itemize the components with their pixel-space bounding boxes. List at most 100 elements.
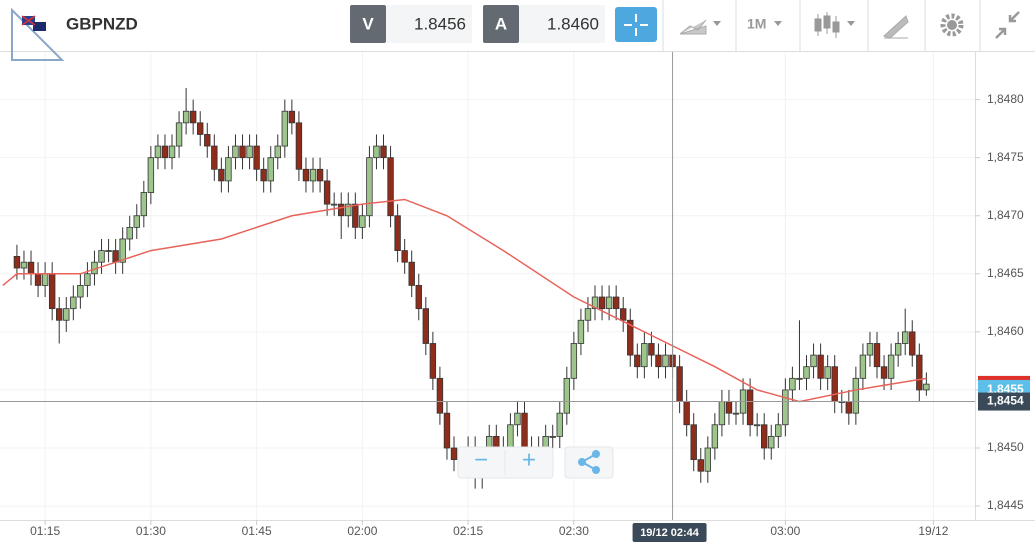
candle-body — [253, 145, 260, 170]
candle-body — [34, 273, 42, 286]
bid-tag — [350, 5, 386, 43]
candle-body — [789, 377, 796, 391]
minimize-button[interactable] — [995, 11, 1020, 39]
candle-body — [394, 215, 401, 251]
candle-body — [401, 250, 408, 263]
candle-body — [20, 261, 28, 269]
candle-body — [732, 412, 740, 415]
candle-body — [443, 412, 451, 449]
candle-body — [267, 157, 274, 182]
candle-body — [225, 157, 232, 182]
candle-body — [175, 122, 183, 147]
ask-tag — [483, 5, 519, 43]
symbol: GBPNZD — [66, 14, 138, 33]
ask-box[interactable] — [519, 5, 605, 43]
crosshair-button[interactable] — [615, 7, 657, 42]
candle-body — [909, 331, 916, 356]
x-tick-label: 01:45 — [242, 524, 272, 538]
candle-body — [204, 134, 211, 147]
candle-body — [612, 296, 620, 310]
candle-body — [859, 354, 867, 379]
candle-body — [126, 226, 133, 240]
candle-body — [274, 145, 281, 159]
zoom-out[interactable]: − — [474, 446, 488, 473]
candle-body — [591, 296, 599, 310]
candle-body — [507, 424, 514, 449]
candle-body — [211, 145, 218, 170]
candle-body — [683, 401, 690, 426]
candle-body — [923, 383, 930, 391]
plot-area: 1,84451,84501,84551,84601,84651,84701,84… — [0, 52, 1035, 542]
candle-body — [373, 145, 380, 159]
x-tick-label: 02:00 — [347, 524, 377, 538]
ask-price: 1.8460 — [547, 14, 599, 33]
candle-body — [133, 215, 140, 228]
candle-body — [27, 261, 35, 275]
candle-body — [98, 250, 105, 263]
crosshair-x-label: 19/12 02:44 — [640, 527, 700, 539]
candle-body — [380, 145, 387, 159]
candle-body — [894, 343, 902, 356]
candle-body — [48, 273, 56, 310]
draw-button[interactable] — [883, 15, 909, 39]
candle-body — [845, 401, 853, 414]
candle-body — [147, 157, 155, 193]
candle-body — [352, 203, 359, 228]
candle-body — [422, 308, 430, 344]
bid-box[interactable] — [386, 5, 472, 43]
candle-body — [415, 285, 422, 310]
share-button[interactable] — [564, 446, 614, 479]
candle-body — [218, 168, 225, 182]
candle-body — [140, 192, 148, 217]
candle-body — [112, 250, 119, 263]
y-tick-label: 1,8460 — [987, 324, 1024, 338]
flag-nz — [33, 22, 46, 31]
candle-body — [77, 285, 84, 298]
candle-body — [598, 296, 606, 310]
candle-type-button[interactable] — [814, 12, 855, 38]
x-tick-label: 19/12 — [918, 524, 948, 538]
y-tick-label: 1,8450 — [987, 440, 1024, 454]
candle-body — [902, 331, 909, 344]
axis-panel — [975, 52, 1035, 520]
candle-body — [281, 110, 289, 147]
candle-body — [330, 203, 338, 206]
bid-label: V — [362, 14, 374, 33]
candle-body — [450, 447, 458, 461]
candle-body — [620, 308, 627, 321]
candle-body — [429, 343, 437, 379]
settings-button[interactable] — [940, 13, 964, 37]
candle-body — [366, 157, 373, 217]
interval[interactable]: 1M — [747, 16, 766, 32]
candle-body — [338, 203, 345, 217]
corner-marker — [11, 7, 65, 61]
candle-body — [56, 308, 63, 321]
crosshair-y-box — [978, 392, 1030, 411]
x-tick-label: 02:30 — [559, 524, 589, 538]
candle-body — [634, 354, 641, 368]
candle-body — [676, 366, 683, 402]
candle-body — [775, 424, 782, 437]
candle-body — [887, 354, 895, 379]
candle-body — [549, 435, 556, 438]
zoom-in[interactable]: + — [522, 446, 536, 473]
candle-body — [182, 110, 190, 124]
candle-body — [105, 250, 112, 252]
candle-body — [521, 412, 528, 449]
candle-body — [655, 354, 662, 368]
candle-body — [796, 377, 803, 380]
candle-body — [189, 110, 197, 124]
candle-body — [817, 354, 824, 379]
crosshair-x-box — [632, 523, 707, 542]
candle-body — [295, 122, 303, 170]
candle-body — [866, 343, 874, 356]
candle-body — [436, 377, 444, 414]
last-price-box — [978, 375, 1030, 398]
candle-body — [648, 343, 655, 356]
candle-body — [13, 255, 21, 269]
candle-body — [70, 296, 77, 310]
bid-price: 1.8456 — [414, 14, 466, 33]
candle-body — [161, 145, 169, 159]
chart-type-button[interactable] — [679, 19, 721, 35]
candle-body — [916, 354, 923, 391]
